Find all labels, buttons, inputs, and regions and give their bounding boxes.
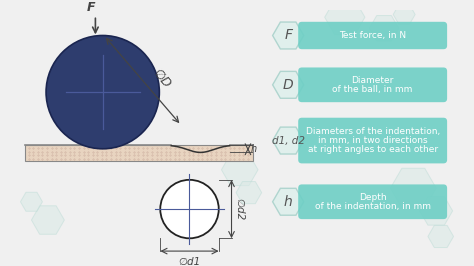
Text: ∅d2: ∅d2 (234, 198, 244, 220)
Text: F: F (86, 1, 95, 14)
Text: h: h (284, 195, 292, 209)
Text: Diameter: Diameter (352, 76, 394, 85)
Text: Diameters of the indentation,: Diameters of the indentation, (306, 127, 440, 136)
Ellipse shape (160, 180, 219, 238)
Text: ∅D: ∅D (150, 66, 173, 90)
FancyBboxPatch shape (298, 184, 447, 219)
Text: d1, d2: d1, d2 (272, 136, 305, 146)
FancyBboxPatch shape (298, 68, 447, 102)
Text: at right angles to each other: at right angles to each other (308, 145, 438, 154)
Text: of the indentation, in mm: of the indentation, in mm (315, 202, 431, 211)
Text: ∅d1: ∅d1 (178, 257, 201, 266)
Text: Test force, in N: Test force, in N (339, 31, 406, 40)
Text: in mm, in two directions: in mm, in two directions (318, 136, 428, 145)
Text: D: D (283, 78, 293, 92)
FancyBboxPatch shape (298, 22, 447, 49)
Ellipse shape (46, 35, 159, 149)
FancyBboxPatch shape (298, 118, 447, 163)
Text: h: h (251, 144, 257, 154)
Text: Depth: Depth (359, 193, 386, 202)
Text: F: F (284, 28, 292, 43)
Text: of the ball, in mm: of the ball, in mm (332, 85, 413, 94)
Bar (25, 145, 254, 161)
